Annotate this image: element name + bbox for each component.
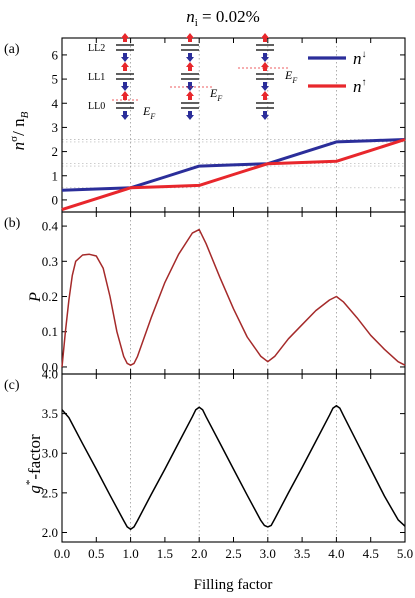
legend-name: n [353, 49, 362, 68]
x-tick-label: 4.0 [328, 546, 344, 561]
panel-c: 0.0 0.5 1.0 1.5 2.0 2.5 3.0 3.5 4.0 4.5 5.0 2.0 2.5 3… [4, 367, 413, 562]
y-label-rest: -factor [25, 434, 44, 480]
y-tick-label: 3.5 [42, 406, 58, 421]
x-tick-label: 2.0 [191, 546, 207, 561]
fermi-label-sub: F [149, 112, 155, 121]
legend-arrow: ↓ [362, 49, 367, 60]
fermi-label: EF [209, 86, 222, 103]
y-tick-label: 5 [52, 72, 59, 87]
y-tick-label: 0.1 [42, 324, 58, 339]
spin-down-arrow [121, 53, 129, 62]
panel-label: (c) [4, 378, 20, 393]
spin-down-arrow [186, 53, 194, 62]
title-main: n [186, 7, 195, 26]
y-label-rest: / n [9, 118, 28, 136]
fermi-label-base: E [209, 86, 218, 100]
x-tick-label: 4.5 [363, 546, 379, 561]
y-tick-label: 1 [52, 168, 59, 183]
x-tick-label: 3.5 [294, 546, 310, 561]
panel-label: (b) [4, 216, 21, 231]
level-label: LL2 [88, 43, 105, 54]
spin-up-arrow [261, 33, 269, 42]
y-tick-label: 0.2 [42, 289, 58, 304]
x-tick-label: 0.5 [88, 546, 104, 561]
plot-frame [61, 373, 406, 543]
spin-down-arrow [186, 111, 194, 120]
spin-up-arrow [261, 62, 269, 71]
fermi-label-sub: F [216, 94, 222, 103]
spin-up-arrow [121, 33, 129, 42]
panel-label: (a) [4, 42, 20, 57]
spin-down-arrow [121, 82, 129, 91]
legend-name: n [353, 77, 362, 96]
y-axis-label: nσ/ nB [8, 111, 31, 150]
figure-title: ni = 0.02% [186, 7, 260, 29]
spin-down-arrow [121, 111, 129, 120]
y-tick-label: 2.0 [42, 525, 58, 540]
y-tick-label: 0 [52, 192, 59, 207]
fermi-label-base: E [142, 104, 151, 118]
spin-down-arrow [261, 82, 269, 91]
fermi-label-sub: F [291, 76, 297, 85]
series-line-1 [61, 138, 406, 192]
y-tick-label: 0.0 [42, 359, 58, 374]
x-tick-label: 2.5 [225, 546, 241, 561]
y-tick-label: 6 [52, 47, 59, 62]
fermi-label: EF [142, 104, 155, 121]
y-label-sup: * [24, 480, 36, 486]
title-value: = 0.02% [198, 7, 260, 26]
fermi-label-base: E [284, 68, 293, 82]
x-tick-label: 3.0 [260, 546, 276, 561]
level-label: LL0 [88, 101, 105, 112]
plot-frame [61, 211, 406, 375]
spin-up-arrow [261, 91, 269, 100]
y-label-sup: σ [8, 136, 20, 142]
spin-down-arrow [261, 53, 269, 62]
svg-text:ni = 0.02%: ni = 0.02% [186, 7, 260, 29]
y-axis-label: P [27, 292, 44, 303]
y-tick-label: 2.5 [42, 485, 58, 500]
spin-down-arrow [261, 111, 269, 120]
x-axis-label: Filling factor [194, 577, 273, 593]
x-tick-label: 5.0 [397, 546, 413, 561]
legend-arrow: ↑ [362, 77, 367, 88]
series-line-2 [61, 138, 406, 212]
y-label-base: g [25, 485, 44, 494]
y-tick-label: 3.0 [42, 446, 58, 461]
spin-up-arrow [186, 91, 194, 100]
y-label-base: n [9, 142, 28, 151]
level-label: LL1 [88, 72, 105, 83]
title-subscript: i [195, 17, 198, 29]
y-tick-label: 2 [52, 144, 59, 159]
y-tick-label: 3 [52, 120, 59, 135]
x-tick-label: 1.0 [122, 546, 138, 561]
spin-up-arrow [186, 33, 194, 42]
y-label-sub: B [19, 111, 31, 118]
spin-up-arrow [121, 62, 129, 71]
series-line-1 [61, 228, 406, 368]
x-tick-label: 1.5 [157, 546, 173, 561]
spin-up-arrow [186, 62, 194, 71]
y-tick-label: 4.0 [42, 367, 58, 382]
y-tick-label: 0.3 [42, 254, 58, 269]
legend-label-2: n↑ [353, 77, 367, 96]
legend-label-1: n↓ [353, 49, 367, 68]
panel-b: 0.0 0.1 0.2 0.3 0.4 (b) P [4, 211, 406, 375]
series-line-1 [61, 404, 406, 531]
fermi-label: EF [284, 68, 297, 85]
y-tick-label: 4 [52, 96, 59, 111]
spin-down-arrow [186, 82, 194, 91]
x-tick-label: 0.0 [54, 546, 70, 561]
y-tick-label: 0.4 [42, 219, 59, 234]
spin-up-arrow [121, 91, 129, 100]
y-axis-label: g*-factor [24, 434, 44, 494]
